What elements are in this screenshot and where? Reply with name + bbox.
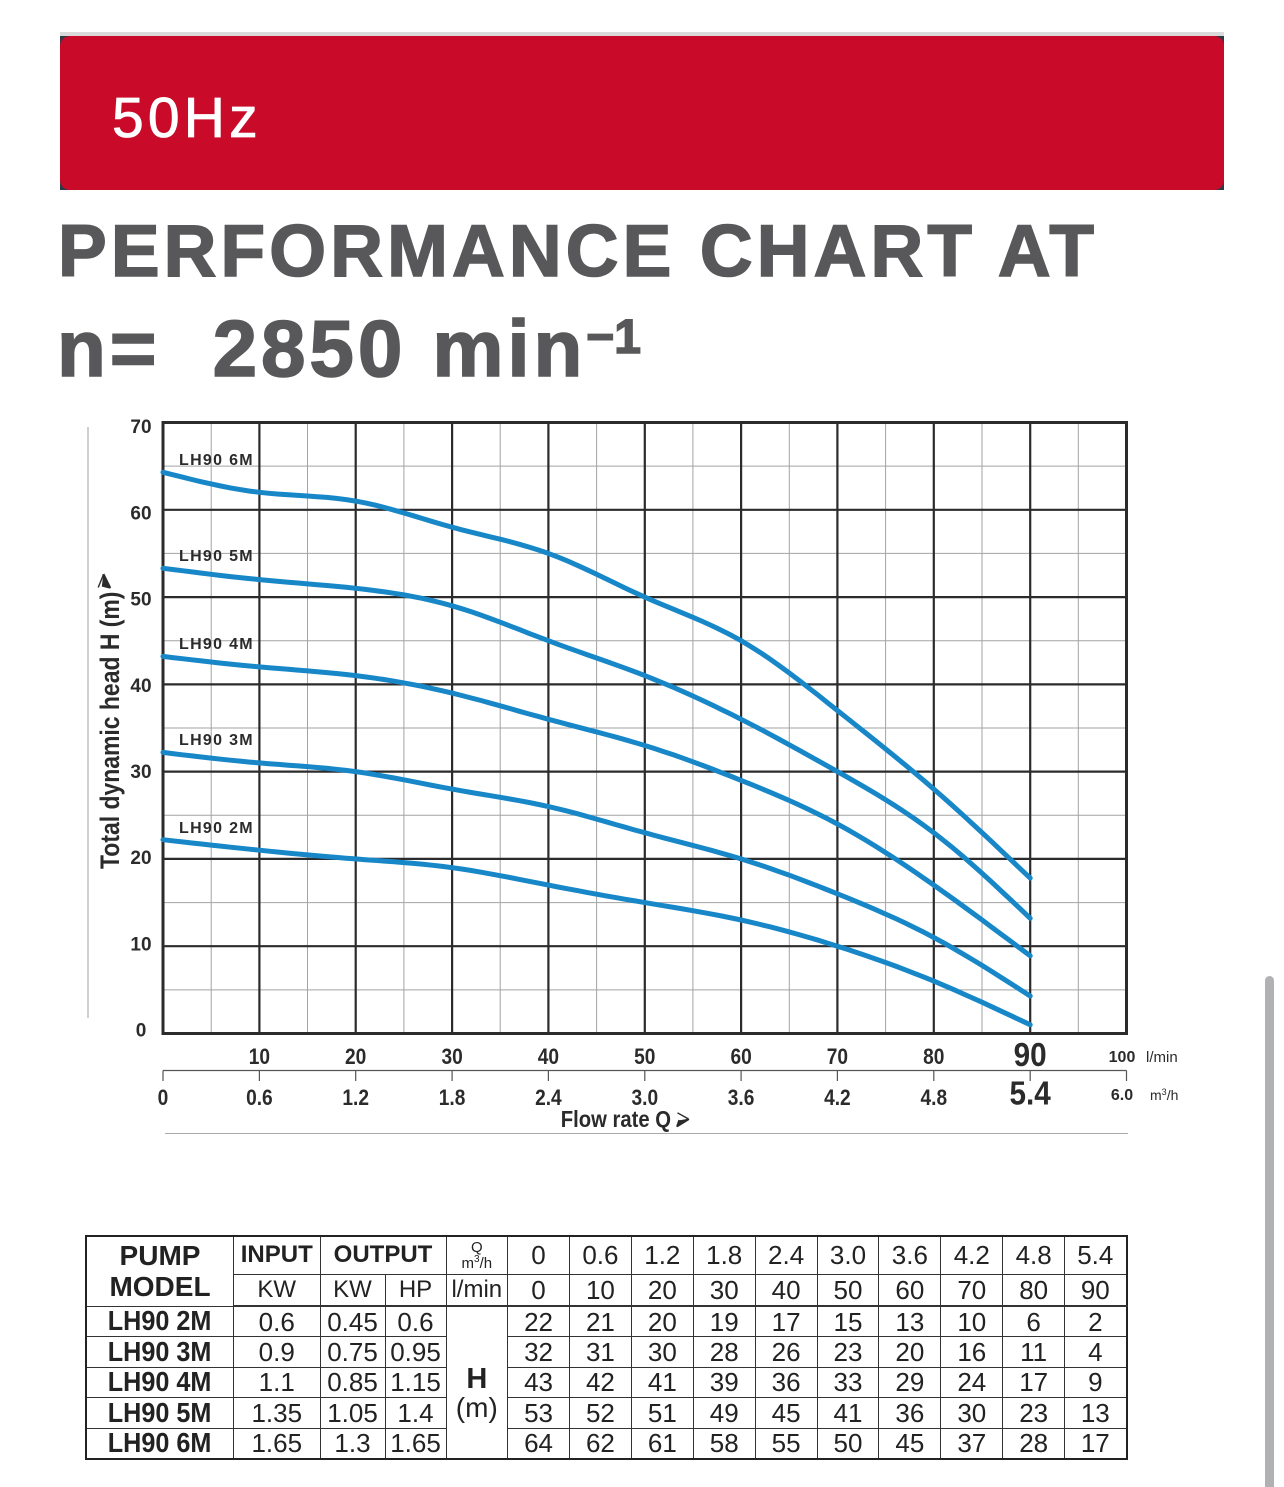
svg-text:20: 20 (345, 1045, 366, 1070)
svg-text:LH90 3M: LH90 3M (179, 732, 254, 749)
svg-text:0.6: 0.6 (246, 1086, 273, 1111)
svg-text:50: 50 (634, 1045, 655, 1070)
svg-text:Total dynamic head H (m): Total dynamic head H (m) (95, 592, 125, 869)
svg-text:40: 40 (538, 1045, 559, 1070)
svg-text:80: 80 (923, 1045, 944, 1070)
svg-text:3.6: 3.6 (728, 1086, 755, 1111)
svg-text:30: 30 (130, 762, 151, 783)
svg-text:0: 0 (136, 1021, 147, 1042)
svg-text:LH90 6M: LH90 6M (179, 452, 254, 469)
svg-text:Flow rate Q: Flow rate Q (561, 1106, 671, 1133)
svg-text:10: 10 (249, 1045, 270, 1070)
svg-text:0: 0 (158, 1086, 169, 1111)
svg-text:LH90 5M: LH90 5M (179, 548, 254, 565)
svg-text:LH90 4M: LH90 4M (179, 636, 254, 653)
svg-text:60: 60 (130, 503, 151, 524)
svg-text:10: 10 (130, 934, 151, 955)
svg-text:90: 90 (1014, 1037, 1047, 1074)
svg-text:50: 50 (130, 590, 151, 611)
svg-text:l/min: l/min (1146, 1049, 1178, 1066)
svg-text:70: 70 (130, 417, 151, 438)
svg-text:60: 60 (730, 1045, 751, 1070)
svg-text:40: 40 (130, 676, 151, 697)
svg-text:2.4: 2.4 (535, 1086, 562, 1111)
svg-text:30: 30 (441, 1045, 462, 1070)
svg-text:70: 70 (827, 1045, 848, 1070)
svg-text:3.0: 3.0 (632, 1086, 659, 1111)
svg-text:20: 20 (130, 848, 151, 869)
svg-text:LH90 2M: LH90 2M (179, 820, 254, 837)
svg-text:1.2: 1.2 (342, 1086, 369, 1111)
svg-text:4.2: 4.2 (824, 1086, 851, 1111)
svg-text:4.8: 4.8 (921, 1086, 948, 1111)
svg-text:5.4: 5.4 (1010, 1075, 1052, 1112)
svg-text:100: 100 (1109, 1049, 1136, 1066)
svg-text:1.8: 1.8 (439, 1086, 466, 1111)
svg-text:6.0: 6.0 (1111, 1087, 1133, 1104)
svg-text:m3/h: m3/h (1150, 1087, 1178, 1103)
